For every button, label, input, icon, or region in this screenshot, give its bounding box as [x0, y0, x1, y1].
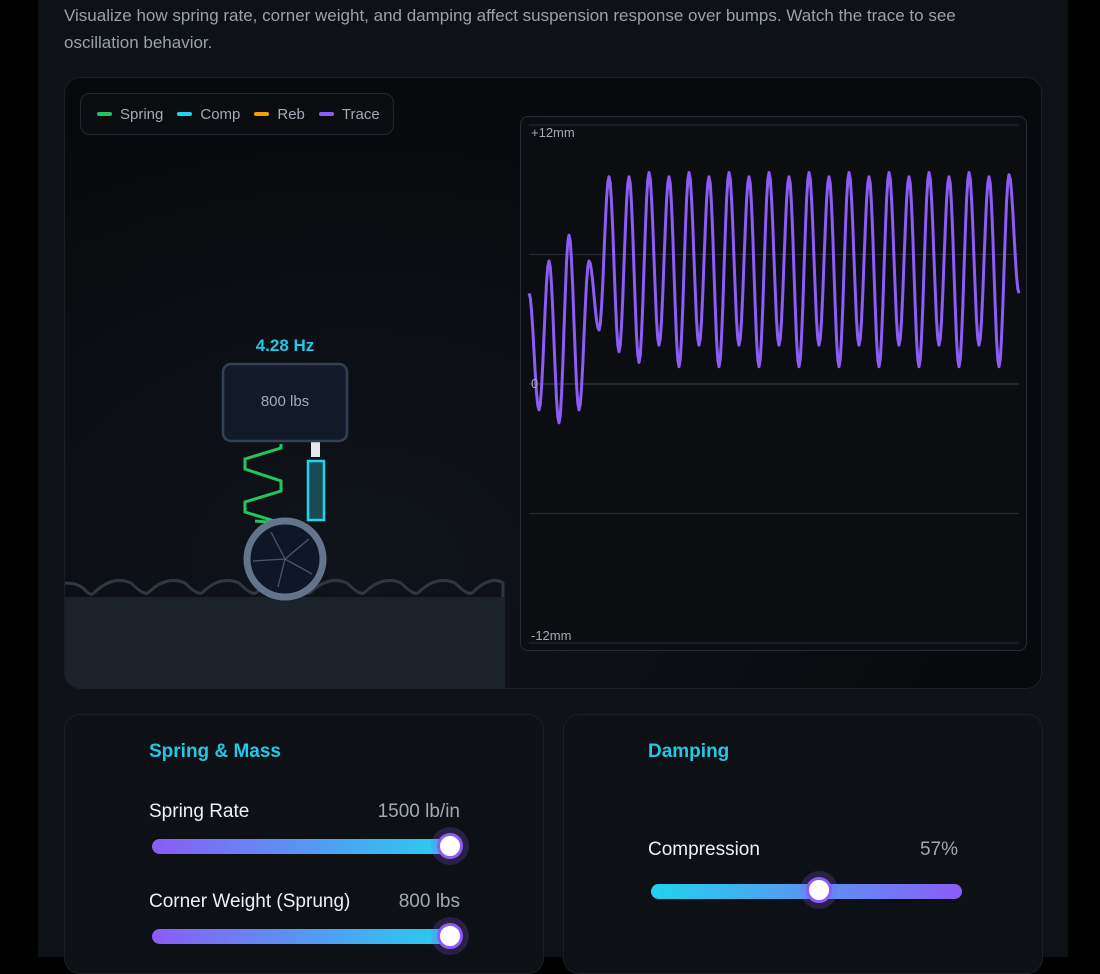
spring-rate-slider[interactable] [152, 839, 460, 854]
y-tick-bottom: -12mm [531, 628, 572, 643]
legend: Spring Comp Reb Trace [80, 93, 394, 135]
sprung-mass [221, 362, 349, 443]
damping-panel: Damping Compression 57% [563, 714, 1043, 974]
trace-swatch-icon [318, 112, 334, 116]
y-tick-zero: 0 [531, 376, 539, 391]
spring-rate-label: Spring Rate [149, 801, 250, 822]
trace-line [527, 171, 1021, 425]
legend-label: Reb [277, 105, 305, 123]
legend-item-comp: Comp [177, 106, 240, 123]
compression-value: 57% [919, 839, 958, 860]
damper-rod [311, 442, 320, 457]
corner-weight-slider-thumb[interactable] [437, 923, 463, 949]
y-tick-top: +12mm [531, 125, 575, 140]
spring-mass-panel: Spring & Mass Spring Rate 1500 lb/in Cor… [64, 714, 544, 974]
wheel-spokes [252, 531, 313, 588]
spring-swatch-icon [97, 112, 112, 116]
compression-slider-thumb[interactable] [806, 877, 832, 903]
legend-item-reb: Reb [254, 106, 305, 123]
legend-label: Trace [341, 105, 380, 123]
frequency-readout: 4.28 Hz [255, 336, 315, 355]
legend-label: Comp [200, 105, 241, 123]
panel-title: Damping [648, 741, 730, 762]
suspension-scene [65, 362, 505, 601]
spring-rate-slider-thumb[interactable] [437, 833, 463, 859]
spring-rate-value: 1500 lb/in [377, 801, 460, 822]
reb-swatch-icon [254, 112, 270, 116]
legend-label: Spring [120, 105, 164, 123]
description: Visualize how spring rate, corner weight… [64, 6, 956, 52]
corner-weight-label: Corner Weight (Sprung) [149, 891, 351, 912]
legend-item-spring: Spring [97, 106, 163, 123]
corner-weight-slider[interactable] [152, 929, 460, 944]
panel-title: Spring & Mass [149, 741, 281, 762]
compression-label: Compression [648, 839, 760, 860]
trace-chart: +12mm 0 -12mm [520, 116, 1027, 651]
legend-item-trace: Trace [318, 105, 380, 123]
comp-swatch-icon [177, 112, 193, 116]
spring-coil [243, 444, 283, 525]
trace-plot [527, 124, 1021, 644]
simulation-panel: Spring Comp Reb Trace 4.28 Hz 800 lbs +1… [64, 77, 1042, 689]
corner-weight-value: 800 lbs [398, 891, 460, 912]
damper-body [306, 459, 326, 522]
mass-label: 800 lbs [260, 393, 310, 410]
ground [65, 597, 505, 688]
